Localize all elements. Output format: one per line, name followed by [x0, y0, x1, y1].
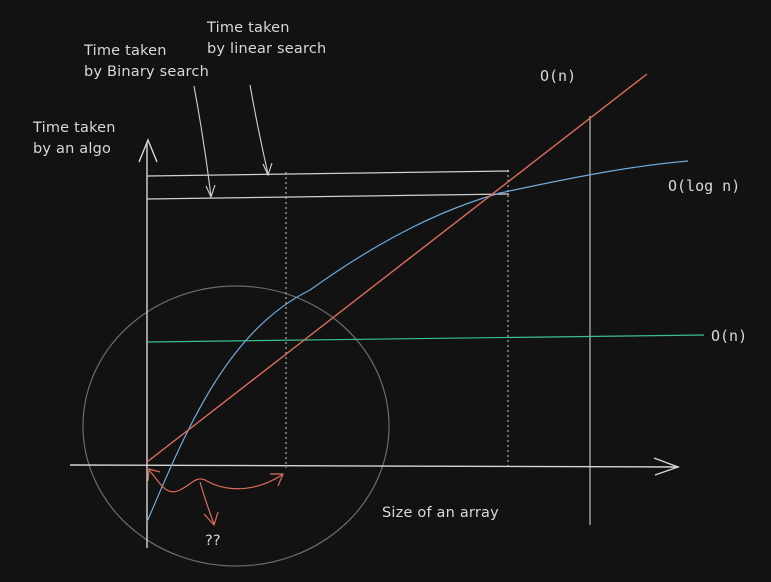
linear-search-annotation: Time taken by linear search — [207, 18, 326, 60]
linear-curve-label: O(n) — [540, 67, 577, 85]
binary-search-pointer-arrow — [193, 85, 212, 197]
binary-search-annotation-line2: by Binary search — [84, 64, 209, 80]
linear-time-curve — [146, 73, 648, 463]
origin-bracket-arrow — [148, 469, 283, 493]
linear-time-guide-line — [146, 170, 510, 177]
binary-search-annotation-line1: Time taken — [84, 43, 167, 59]
question-marks-label: ?? — [205, 533, 221, 549]
linear-search-pointer-arrowhead — [262, 162, 273, 177]
binary-search-pointer-arrowhead — [205, 184, 216, 199]
constant-curve-label: O(n) — [711, 327, 748, 345]
x-axis-arrowhead — [653, 457, 681, 476]
highlight-circle — [82, 285, 390, 567]
binary-time-guide-line — [146, 193, 510, 200]
y-axis-label-line1: Time taken — [33, 120, 116, 136]
binary-search-annotation: Time taken by Binary search — [84, 41, 209, 83]
origin-bracket-left-arrowhead — [147, 468, 161, 482]
linear-search-annotation-line1: Time taken — [207, 20, 290, 36]
y-axis-label: Time taken by an algo — [33, 118, 116, 160]
linear-search-annotation-line2: by linear search — [207, 41, 327, 57]
y-axis-label-line2: by an algo — [33, 141, 112, 157]
question-pointer-arrowhead — [203, 511, 219, 527]
x-axis-label: Size of an array — [382, 505, 499, 521]
constant-time-curve — [146, 334, 705, 343]
origin-bracket-right-arrowhead — [270, 473, 284, 487]
x-axis — [69, 464, 679, 468]
linear-search-pointer-arrow — [249, 84, 269, 175]
log-curve-label: O(log n) — [668, 177, 741, 195]
y-axis-arrowhead — [138, 138, 158, 163]
log-time-curve — [146, 160, 689, 523]
question-pointer-arrow — [199, 481, 215, 525]
